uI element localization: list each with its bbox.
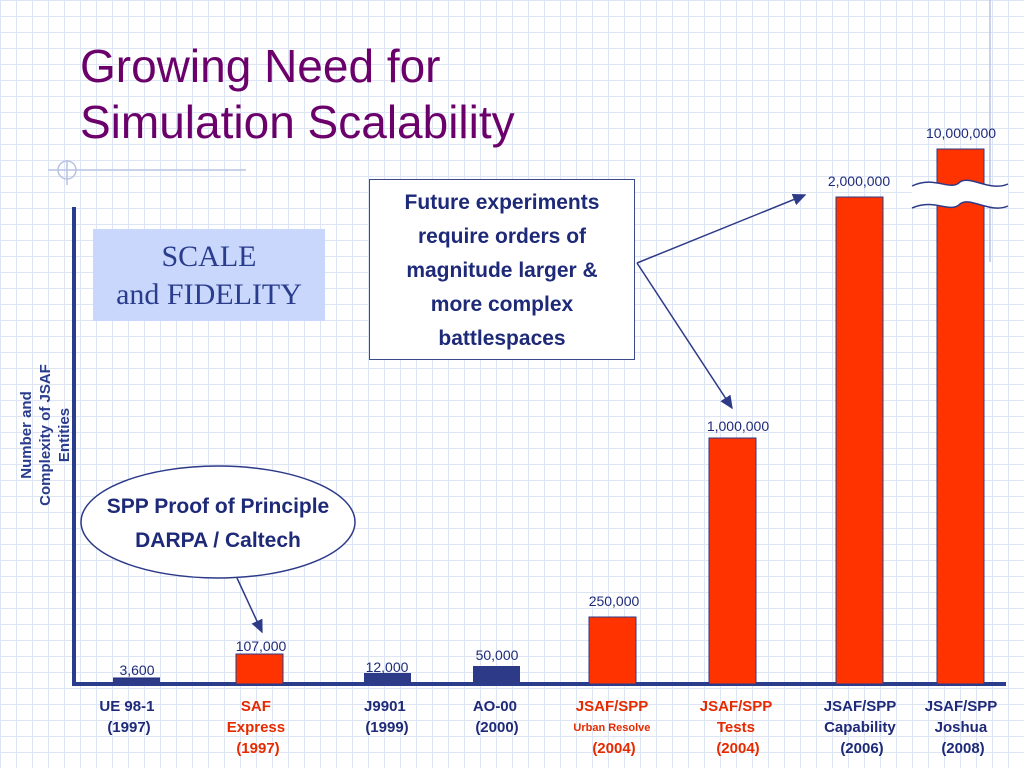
y-axis-label-line-2: Complexity of JSAF [37, 364, 54, 506]
category-label-joshua: JSAF/SPP Joshua (2008) [925, 698, 1001, 757]
category-label-ue98-1: UE 98-1 (1997) [99, 698, 158, 736]
bar-ue98-1 [113, 678, 160, 684]
y-axis-label-line-3: Entities [56, 407, 73, 463]
title-line-1: Growing Need for [80, 40, 441, 92]
scale-fidelity-box: SCALE and FIDELITY [93, 229, 325, 321]
value-label-tests: 1,000,000 [707, 418, 769, 434]
value-label-saf-express: 107,000 [236, 638, 287, 654]
bar-capability [835, 196, 884, 685]
bar-joshua [936, 148, 985, 685]
category-label-urban-resolve: JSAF/SPP Urban Resolve (2004) [573, 698, 654, 757]
proof-of-principle-ellipse [80, 465, 356, 579]
value-label-ao-00: 50,000 [476, 647, 519, 663]
callout-line-5: battlespaces [438, 327, 566, 350]
decorative-lines [48, 0, 991, 262]
y-axis-label: Number and Complexity of JSAF Entities [17, 325, 77, 545]
title-line-2: Simulation Scalability [80, 96, 515, 148]
value-label-j9901: 12,000 [366, 659, 409, 675]
category-label-j9901: J9901 (1999) [364, 698, 410, 736]
future-experiments-callout: Future experiments require orders of mag… [369, 179, 635, 360]
y-axis-label-line-1: Number and [18, 391, 35, 479]
callout-line-4: more complex [430, 293, 574, 316]
arrow-to-capability [636, 193, 807, 264]
category-label-capability: JSAF/SPP Capability (2006) [824, 698, 900, 757]
value-label-capability: 2,000,000 [828, 173, 890, 189]
bar-j9901 [364, 673, 411, 684]
decor-circle [57, 160, 77, 180]
axis-break-lower [911, 201, 1009, 209]
scale-box-line-1: SCALE [161, 240, 257, 273]
bar-ao-00 [473, 666, 520, 684]
value-label-urban-resolve: 250,000 [589, 593, 640, 609]
scale-box-line-2: and FIDELITY [116, 278, 302, 311]
bar-saf-express [235, 653, 284, 685]
callout-line-2: require orders of [417, 225, 587, 248]
callout-line-3: magnitude larger & [406, 259, 598, 282]
ellipse-line-1: SPP Proof of Principle [106, 495, 330, 518]
category-label-ao-00: AO-00 (2000) [473, 698, 521, 736]
arrow-to-tests [636, 262, 733, 410]
arrow-to-saf-express [236, 577, 263, 634]
axis-break-fill [912, 180, 1008, 209]
axis-break-upper [911, 179, 1009, 187]
category-label-tests: JSAF/SPP Tests (2004) [700, 698, 776, 757]
slide-title: Growing Need for Simulation Scalability [80, 38, 515, 150]
category-label-saf-express: SAF Express (1997) [227, 698, 290, 757]
proof-of-principle-label: SPP Proof of Principle DARPA / Caltech [81, 466, 355, 578]
bar-tests [708, 437, 757, 685]
value-label-joshua: 10,000,000 [926, 125, 996, 141]
bar-urban-resolve [588, 616, 637, 685]
callout-line-1: Future experiments [404, 191, 600, 214]
ellipse-line-2: DARPA / Caltech [135, 529, 301, 552]
value-label-ue98-1: 3,600 [119, 662, 154, 678]
